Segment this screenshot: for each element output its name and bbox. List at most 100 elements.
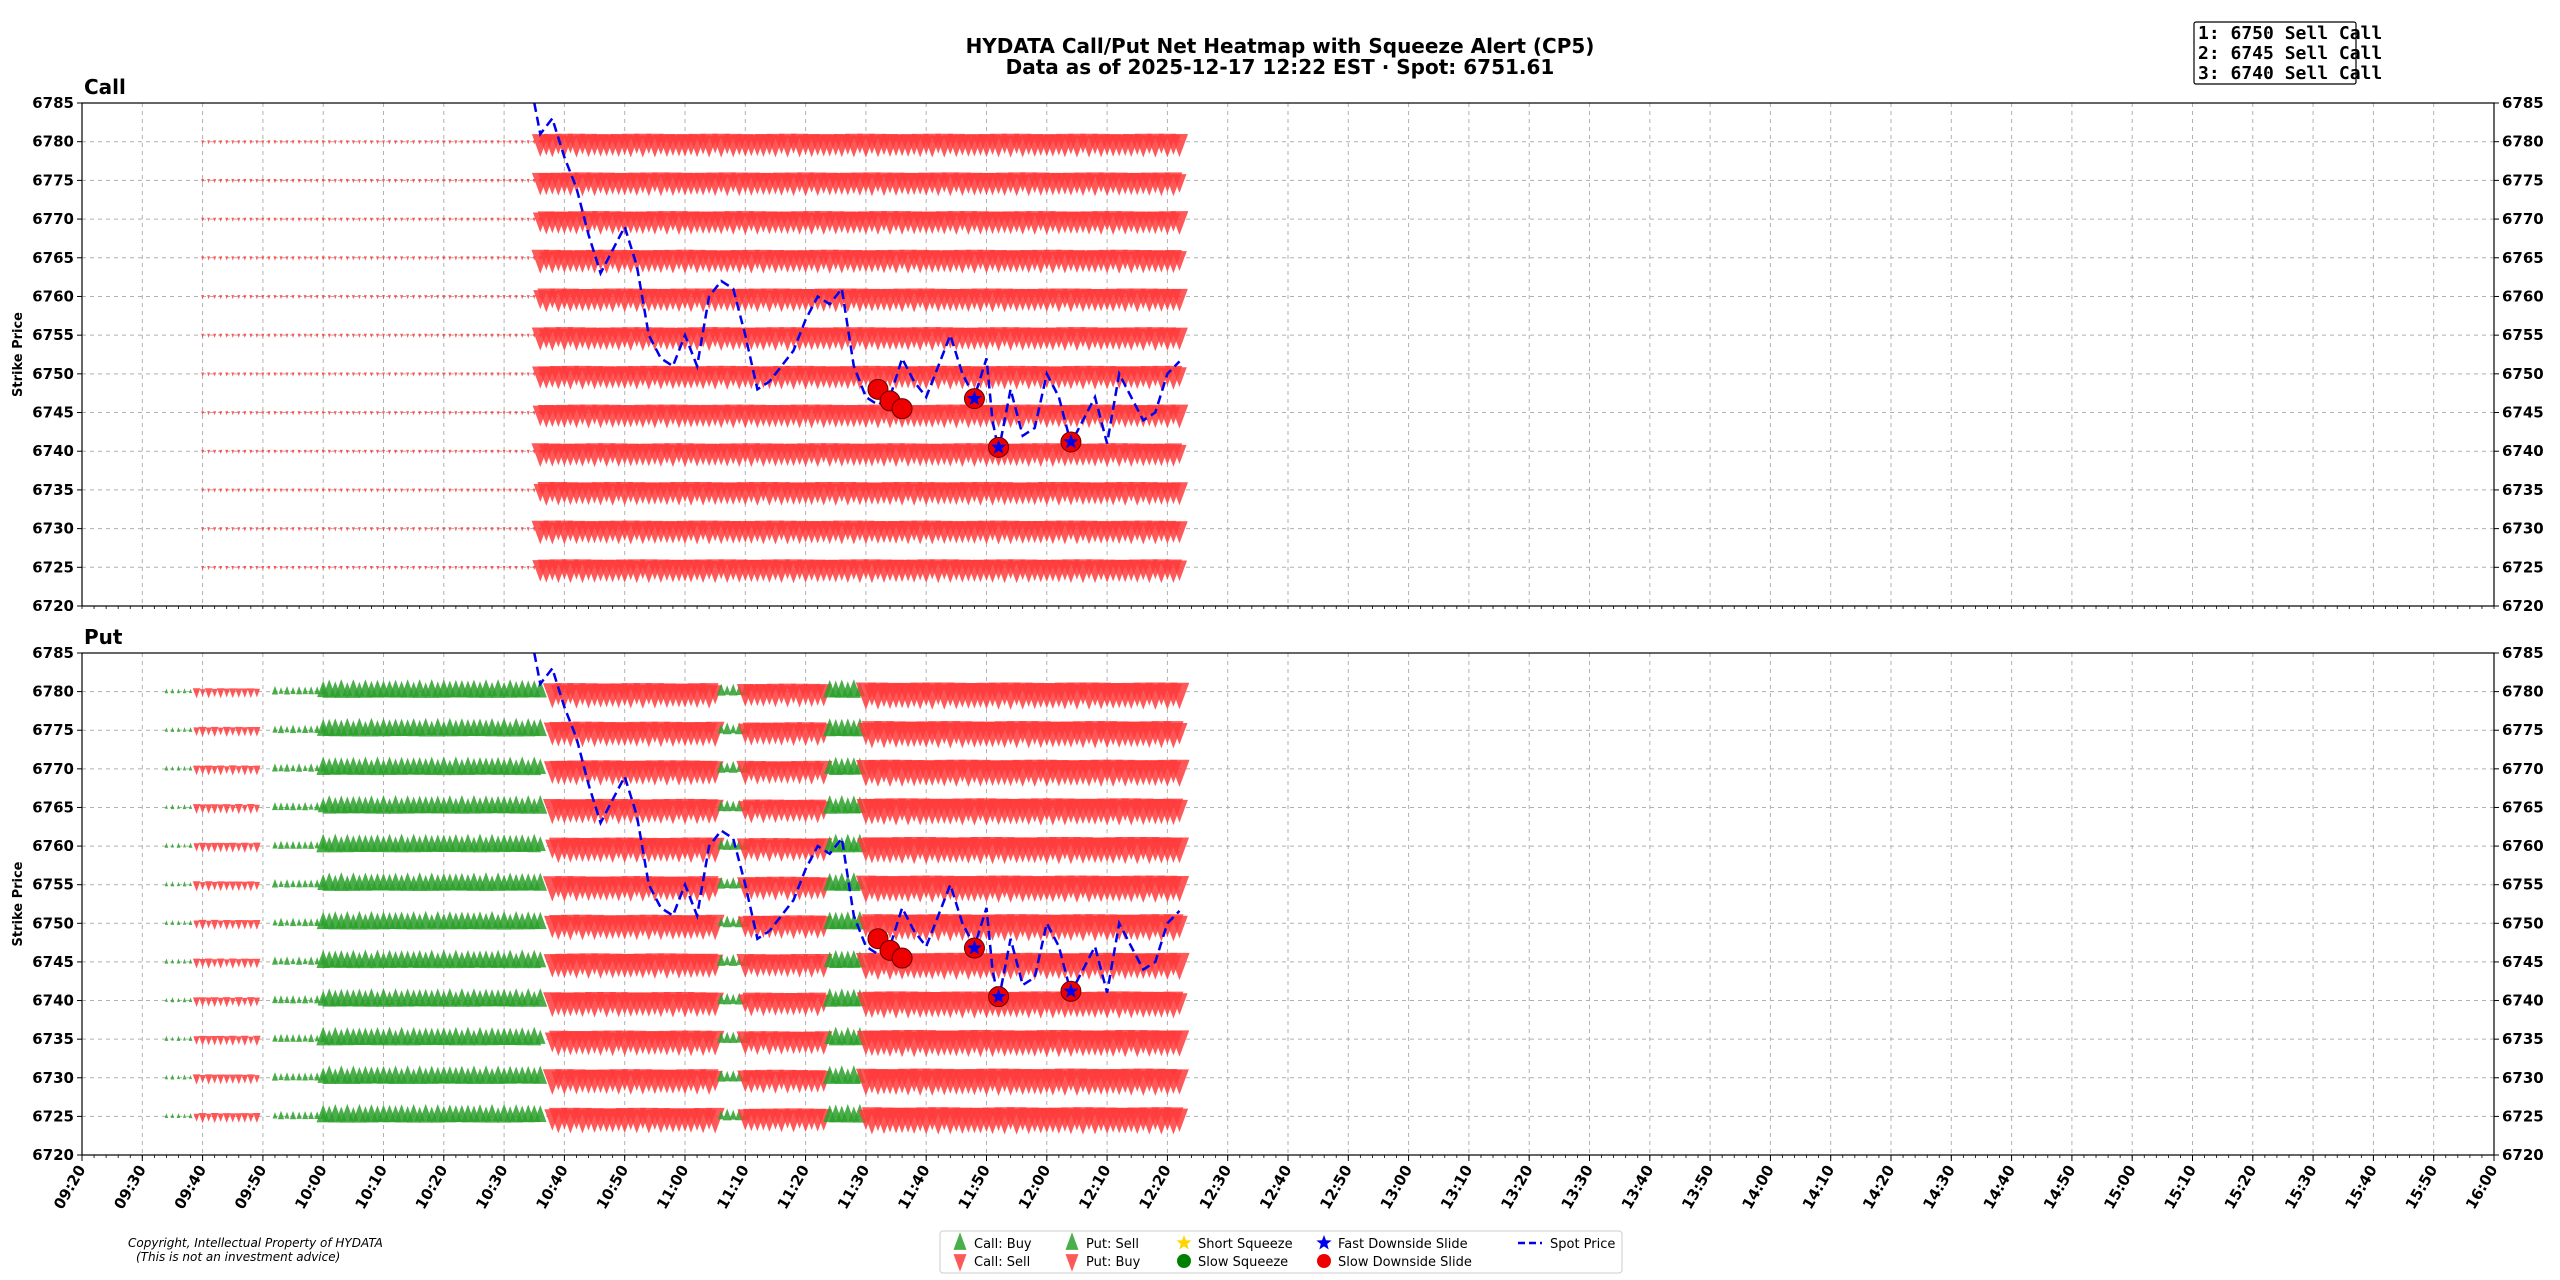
buy-marker (284, 919, 290, 926)
buy-marker (170, 881, 175, 887)
sell-marker (207, 179, 211, 184)
buy-marker (290, 1072, 296, 1081)
sell-marker (430, 527, 434, 532)
buy-marker (302, 686, 308, 695)
legend-label: Slow Downside Slide (1338, 1255, 1472, 1270)
sell-marker (297, 179, 301, 184)
sell-marker (472, 565, 476, 571)
sell-marker (526, 372, 530, 377)
sell-marker (333, 411, 337, 416)
sell-marker (309, 372, 313, 377)
x-tick-label: 11:30 (834, 1162, 873, 1212)
sell-marker (406, 449, 410, 454)
buy-marker (289, 801, 297, 811)
buy-marker (301, 724, 309, 734)
y-tick-label-right: 6775 (2502, 721, 2544, 739)
sell-marker (466, 372, 470, 377)
sell-marker (490, 256, 494, 261)
x-tick-label: 15:30 (2281, 1162, 2320, 1212)
sell-marker (241, 842, 249, 853)
sell-marker (424, 217, 428, 222)
sell-marker (327, 256, 331, 261)
sell-marker (478, 333, 482, 338)
sell-marker (406, 411, 410, 416)
sell-marker (241, 804, 248, 813)
y-tick-label-left: 6775 (32, 171, 74, 189)
sell-marker (249, 449, 253, 454)
buy-marker (296, 995, 302, 1003)
sell-marker (222, 997, 231, 1008)
sell-marker (279, 256, 283, 261)
buy-marker (188, 919, 193, 925)
buy-marker (284, 840, 290, 849)
sell-marker (369, 140, 373, 145)
buy-marker (308, 1033, 315, 1042)
sell-marker (508, 372, 512, 377)
sell-marker (357, 295, 361, 300)
sell-marker (213, 565, 217, 571)
sell-marker (400, 411, 404, 416)
sell-marker (261, 256, 265, 261)
sell-marker (484, 295, 488, 300)
sell-marker (235, 688, 243, 698)
sell-marker (502, 295, 506, 300)
sell-marker (217, 1113, 224, 1123)
spot-price-line (533, 102, 1181, 452)
sell-marker (460, 140, 464, 145)
sell-marker (229, 881, 237, 892)
buy-marker (290, 1034, 296, 1042)
sell-marker (454, 449, 458, 454)
sell-marker (247, 1113, 255, 1123)
sell-marker (205, 920, 212, 929)
sell-marker (520, 565, 524, 571)
buy-marker (188, 765, 193, 771)
sell-marker (436, 179, 440, 184)
sell-marker (217, 881, 225, 892)
sell-marker (412, 140, 416, 145)
sell-marker (375, 449, 379, 454)
sell-marker (234, 997, 243, 1008)
sell-marker (193, 727, 200, 737)
sell-marker (382, 372, 385, 377)
sell-marker (309, 256, 313, 261)
buy-marker (182, 958, 187, 964)
buy-marker (723, 838, 732, 850)
sell-marker (327, 179, 331, 184)
sell-marker (231, 140, 235, 145)
sell-marker (357, 565, 361, 571)
buy-marker (716, 761, 726, 773)
buy-marker (289, 724, 297, 734)
sell-marker (210, 726, 219, 738)
sell-marker (205, 727, 212, 736)
sell-marker (406, 140, 410, 145)
x-tick-label: 13:10 (1437, 1162, 1476, 1212)
alert-1: 1: 6750 Sell Call (2198, 23, 2382, 44)
sell-marker (219, 333, 223, 338)
sell-marker (253, 765, 261, 776)
copyright-line1: Copyright, Intellectual Property of HYDA… (128, 1236, 383, 1250)
sell-marker (466, 449, 470, 454)
sell-marker (309, 140, 313, 145)
sell-marker (321, 411, 325, 416)
x-tick-label: 14:50 (2040, 1162, 2079, 1212)
sell-marker (279, 372, 283, 377)
sell-marker (222, 726, 231, 738)
y-tick-label-right: 6760 (2502, 287, 2544, 305)
sell-marker (508, 140, 512, 145)
buy-marker (302, 1110, 309, 1120)
buy-marker (729, 1109, 737, 1120)
sell-marker (460, 179, 464, 184)
sell-marker (394, 372, 398, 377)
copyright-note: Copyright, Intellectual Property of HYDA… (128, 1236, 383, 1264)
x-tick-label: 12:50 (1316, 1162, 1355, 1212)
buy-marker (289, 917, 297, 927)
buy-marker (170, 804, 175, 810)
buy-marker (170, 1074, 175, 1080)
sell-marker (205, 1113, 212, 1122)
sell-marker (216, 765, 225, 776)
buy-marker (534, 836, 546, 852)
sell-marker (261, 372, 265, 377)
sell-marker (520, 179, 524, 184)
sell-marker (436, 372, 440, 377)
